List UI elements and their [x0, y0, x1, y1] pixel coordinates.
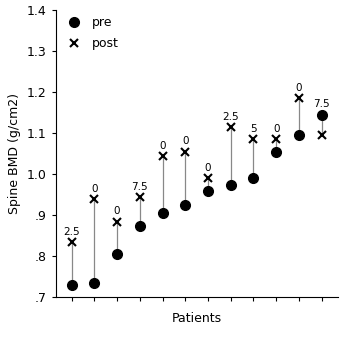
- Text: 2.5: 2.5: [222, 112, 239, 122]
- Text: 0: 0: [91, 184, 97, 194]
- Text: 0: 0: [273, 124, 279, 134]
- Text: 0: 0: [114, 206, 120, 216]
- Text: 2.5: 2.5: [63, 227, 80, 237]
- Text: 0: 0: [296, 83, 302, 93]
- Legend: pre, post: pre, post: [60, 14, 121, 52]
- Text: 0: 0: [182, 137, 189, 146]
- Text: 0: 0: [205, 163, 211, 173]
- Y-axis label: Spine BMD (g/cm2): Spine BMD (g/cm2): [8, 93, 21, 214]
- X-axis label: Patients: Patients: [172, 312, 222, 325]
- Text: 7.5: 7.5: [132, 182, 148, 192]
- Text: 5: 5: [250, 124, 257, 134]
- Text: 7.5: 7.5: [313, 99, 330, 110]
- Text: 0: 0: [159, 141, 166, 150]
